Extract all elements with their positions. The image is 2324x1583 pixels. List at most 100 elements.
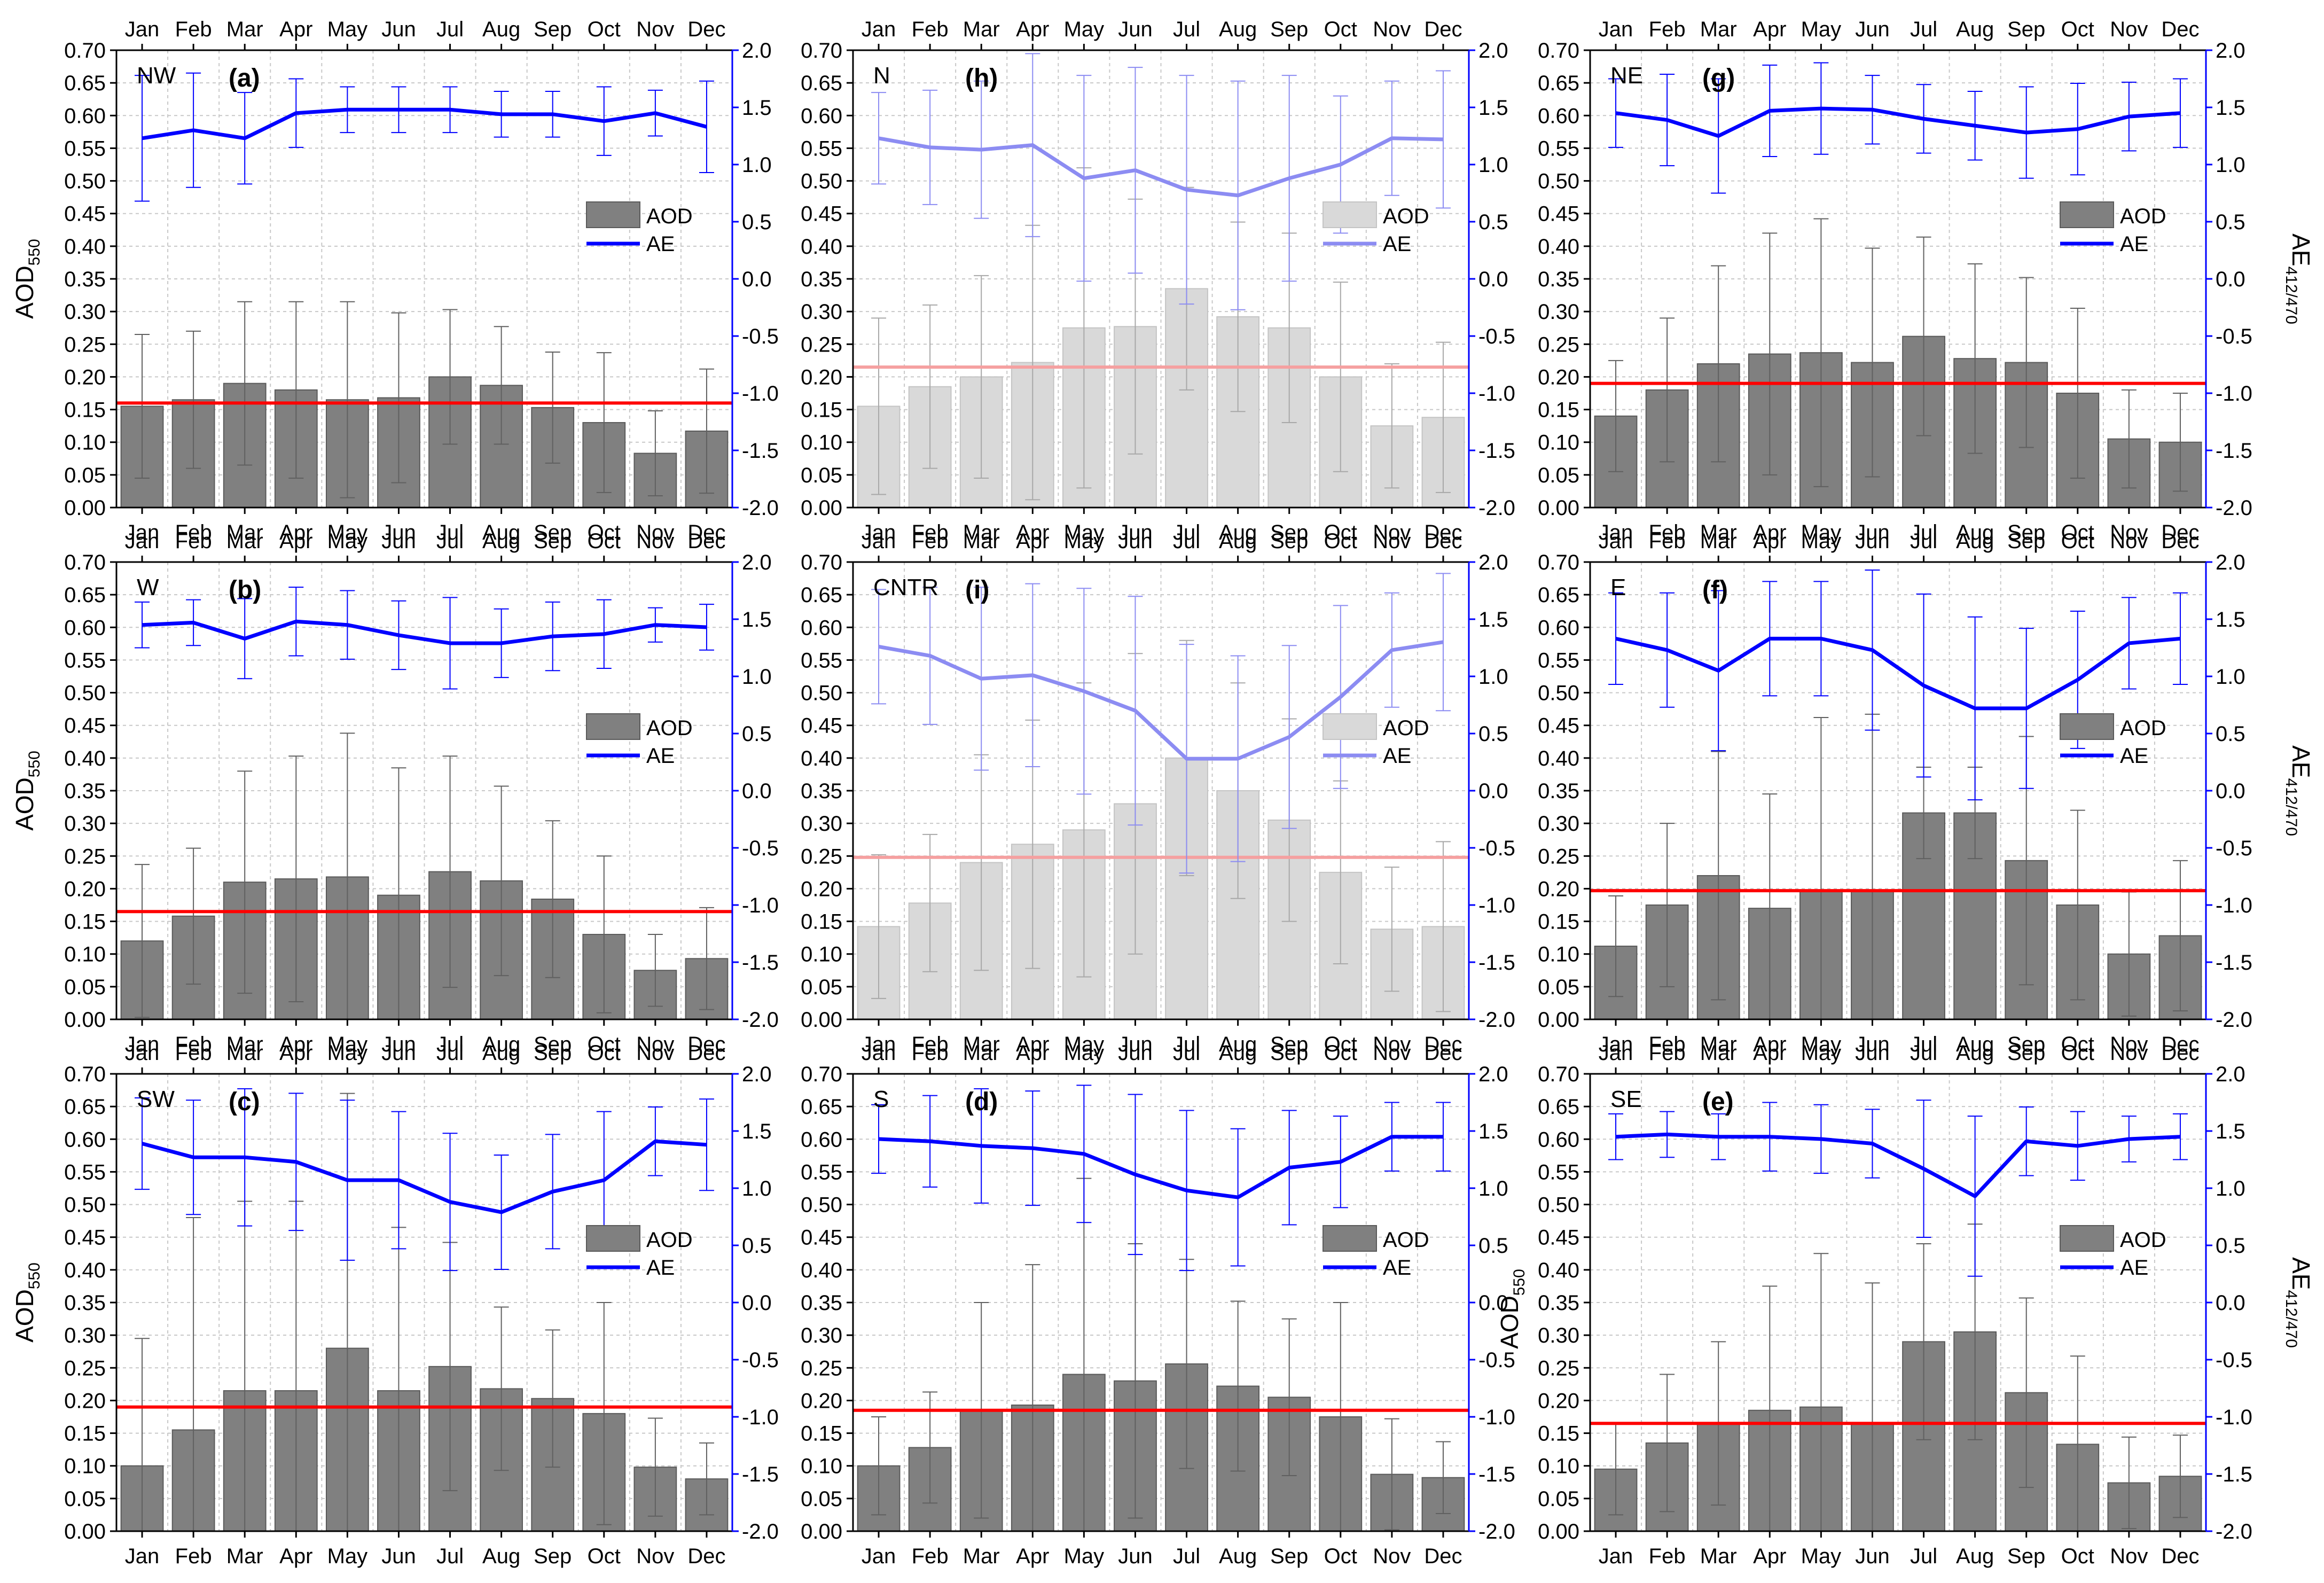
left-tick-label: 0.05 <box>64 1487 106 1511</box>
left-tick-label: 0.60 <box>64 616 106 640</box>
left-tick-label: 0.70 <box>801 39 842 63</box>
right-tick-label: -0.5 <box>1478 325 1515 348</box>
month-label-top: Nov <box>2110 18 2148 41</box>
left-tick-label: 0.45 <box>64 202 106 226</box>
month-label-top: Aug <box>1956 529 1994 553</box>
left-tick-label: 0.70 <box>1538 1063 1579 1086</box>
month-label-top: Dec <box>2161 18 2199 41</box>
month-label: Mar <box>226 1033 263 1056</box>
month-label: Oct <box>1324 1033 1357 1056</box>
left-tick-label: 0.15 <box>1538 1422 1579 1446</box>
panel-letter: (i) <box>965 576 989 604</box>
month-label: Dec <box>2161 1033 2199 1056</box>
left-tick-label: 0.50 <box>1538 1194 1579 1217</box>
left-tick-label: 0.65 <box>1538 1095 1579 1119</box>
right-tick-label: 1.0 <box>2216 1177 2245 1200</box>
left-tick-label: 0.25 <box>801 1356 842 1380</box>
right-tick-label: 2.0 <box>2216 551 2245 574</box>
month-label: Jan <box>125 521 160 544</box>
month-label: Jun <box>1118 521 1153 544</box>
right-tick-label: -1.5 <box>742 1463 779 1486</box>
month-label: Feb <box>912 521 949 544</box>
month-label: Dec <box>687 1545 725 1568</box>
month-label: May <box>1801 1033 1842 1056</box>
right-tick-label: 1.0 <box>742 153 772 177</box>
right-axis-title-row3: AE412/470 <box>2282 1257 2315 1348</box>
left-tick-label: 0.70 <box>1538 39 1579 63</box>
month-label-top: Mar <box>963 529 1000 553</box>
left-tick-label: 0.40 <box>64 1259 106 1282</box>
right-tick-label: -2.0 <box>742 1520 779 1543</box>
month-label-top: Dec <box>1424 18 1462 41</box>
month-label: Aug <box>482 1545 520 1568</box>
month-label: Sep <box>534 521 572 544</box>
month-label: Dec <box>2161 1545 2199 1568</box>
month-label: Apr <box>279 1033 312 1056</box>
right-tick-label: -1.0 <box>2216 1406 2252 1429</box>
right-tick-label: -0.5 <box>1478 837 1515 860</box>
region-label: S <box>873 1086 889 1112</box>
legend-aod-label: AOD <box>1383 716 1429 740</box>
right-tick-label: 0.0 <box>742 779 772 803</box>
right-tick-label: -2.0 <box>742 496 779 520</box>
left-tick-label: 0.65 <box>801 583 842 607</box>
panel-letter: (c) <box>229 1088 260 1116</box>
month-label-top: Jan <box>125 529 160 553</box>
right-tick-label: 0.5 <box>742 1234 772 1258</box>
month-label-top: Oct <box>1324 1041 1357 1065</box>
right-tick-label: 2.0 <box>1478 1063 1508 1086</box>
left-tick-label: 0.05 <box>1538 976 1579 999</box>
right-tick-label: 2.0 <box>1478 39 1508 63</box>
month-label-top: Jul <box>436 18 464 41</box>
month-label: Nov <box>1373 1545 1411 1568</box>
left-tick-label: 0.40 <box>1538 1259 1579 1282</box>
month-label: Dec <box>2161 521 2199 544</box>
month-label: Mar <box>963 1033 1000 1056</box>
region-label: E <box>1610 574 1626 601</box>
left-tick-label: 0.45 <box>1538 202 1579 226</box>
month-label-top: Jul <box>1910 1041 1937 1065</box>
month-label: Mar <box>226 1545 263 1568</box>
right-tick-label: 0.0 <box>742 1291 772 1315</box>
left-tick-label: 0.50 <box>801 1194 842 1217</box>
legend-aod-label: AOD <box>2120 716 2166 740</box>
month-label: Nov <box>1373 1033 1411 1056</box>
month-label-top: Nov <box>636 18 674 41</box>
month-label-top: Jul <box>436 529 464 553</box>
month-label-top: May <box>1064 18 1105 41</box>
left-tick-label: 0.70 <box>64 39 106 63</box>
right-tick-label: -0.5 <box>2216 1348 2252 1372</box>
left-tick-label: 0.50 <box>801 170 842 193</box>
month-label-top: Feb <box>912 529 949 553</box>
left-axis-title-row1: AOD550 <box>11 239 43 319</box>
right-tick-label: 1.5 <box>742 1120 772 1143</box>
left-tick-label: 0.50 <box>64 682 106 705</box>
right-tick-label: -1.5 <box>2216 1463 2252 1486</box>
month-label-top: Jul <box>1910 18 1937 41</box>
left-axis-title-row3: AOD550 <box>11 1262 43 1343</box>
right-tick-label: -1.0 <box>742 1406 779 1429</box>
legend-aod-swatch <box>2060 1225 2114 1252</box>
legend-aod-label: AOD <box>2120 1228 2166 1252</box>
month-label-top: Mar <box>1700 529 1737 553</box>
left-tick-label: 0.45 <box>64 1226 106 1250</box>
month-label: Oct <box>588 1033 621 1056</box>
panel-se: 0.00 0.05 0.10 0.15 0.20 0.25 0.30 0.35 0.40 0.45… <box>1538 1041 2252 1568</box>
month-label-top: Jan <box>125 1041 160 1065</box>
month-label-top: Dec <box>687 18 725 41</box>
legend-aod-swatch <box>1323 1225 1377 1252</box>
month-label: Jul <box>1173 1033 1200 1056</box>
month-label-top: Nov <box>1373 529 1411 553</box>
month-label-top: Nov <box>2110 529 2148 553</box>
month-label-top: Jun <box>1855 1041 1890 1065</box>
right-tick-label: 0.0 <box>2216 779 2245 803</box>
month-label-top: Dec <box>2161 529 2199 553</box>
left-tick-label: 0.55 <box>801 137 842 160</box>
right-tick-label: 0.5 <box>2216 722 2245 746</box>
gridlines <box>853 50 1469 508</box>
month-label-top: Jun <box>1855 18 1890 41</box>
month-label: May <box>327 521 368 544</box>
left-tick-label: 0.65 <box>64 72 106 95</box>
month-label-top: Feb <box>912 1041 949 1065</box>
month-label-top: May <box>327 1041 368 1065</box>
